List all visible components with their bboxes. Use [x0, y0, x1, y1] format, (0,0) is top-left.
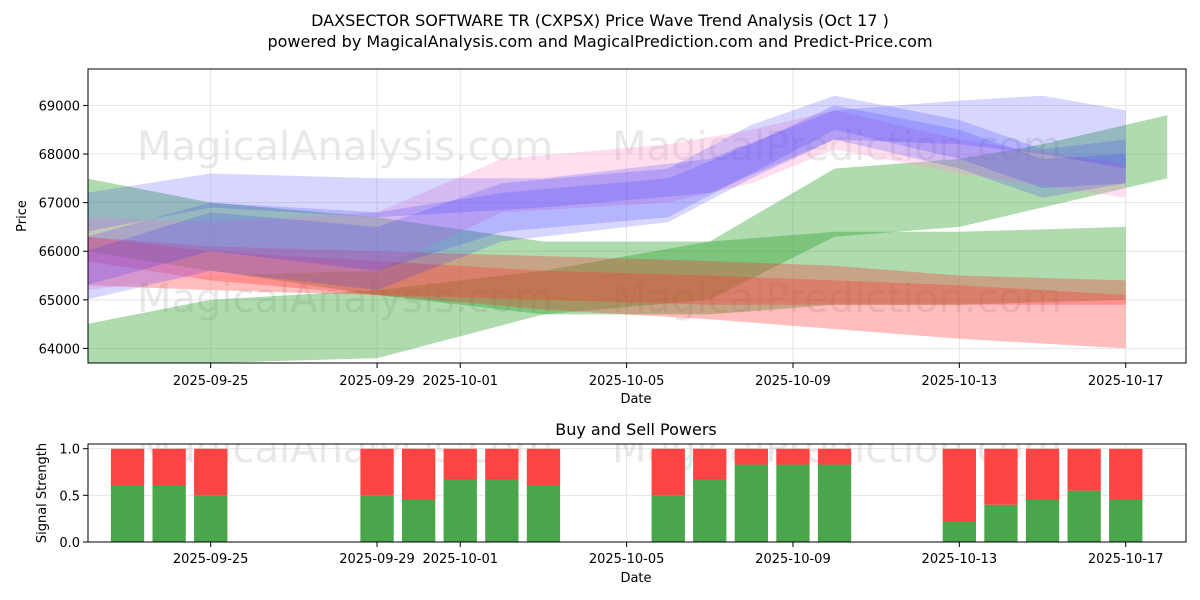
- price-x-tick-label: 2025-10-13: [922, 374, 998, 389]
- power-x-tick-label: 2025-10-13: [922, 552, 998, 567]
- buy-bar: [651, 495, 685, 542]
- power-x-tick-label: 2025-10-05: [589, 552, 665, 567]
- buy-bar: [110, 486, 145, 542]
- watermark-prediction-top: MagicalPrediction.com: [612, 124, 1062, 170]
- sell-bar: [984, 448, 1018, 505]
- wave-band-red: [88, 236, 1126, 349]
- power-x-tick-label: 2025-10-09: [755, 552, 831, 567]
- power-y-label: Signal Strength: [35, 443, 50, 543]
- price-x-tick-label: 2025-10-01: [422, 374, 498, 389]
- power-y-tick-label: 0.5: [59, 489, 80, 504]
- wave-band-blue: [88, 105, 1126, 285]
- wave-band-green: [88, 115, 1168, 363]
- power-x-tick-label: 2025-10-01: [422, 552, 498, 567]
- buy-bar: [942, 521, 976, 542]
- price-y-tick-label: 65000: [39, 294, 80, 309]
- buy-bar: [693, 479, 727, 542]
- wave-band-red: [88, 236, 1126, 305]
- sell-bar: [194, 448, 228, 496]
- buy-bar: [984, 504, 1018, 542]
- sell-bar: [152, 448, 186, 486]
- price-y-tick-label: 68000: [39, 148, 80, 163]
- price-x-tick-label: 2025-10-09: [755, 374, 831, 389]
- power-x-tick-label: 2025-09-29: [339, 552, 415, 567]
- sell-bar: [526, 448, 561, 486]
- buy-bar: [1025, 500, 1060, 542]
- sell-bar: [485, 448, 519, 480]
- price-y-ticks: 64000 65000 66000 67000 68000 69000: [39, 99, 88, 357]
- wave-band-blue: [88, 95, 1126, 300]
- sell-bar: [817, 448, 852, 465]
- power-plot-frame: [87, 443, 1187, 543]
- power-x-tick-label: 2025-10-17: [1088, 552, 1164, 567]
- power-chart-title: Buy and Sell Powers: [555, 420, 717, 439]
- power-y-tick-label: 1.0: [59, 443, 80, 458]
- buy-bar: [776, 464, 810, 542]
- buy-bar: [734, 464, 768, 542]
- sell-bar: [110, 448, 145, 486]
- power-y-tick-label: 0.0: [59, 536, 80, 551]
- chart-subtitle: powered by MagicalAnalysis.com and Magic…: [267, 32, 932, 51]
- power-x-tick-label: 2025-09-25: [173, 552, 249, 567]
- buy-bar: [485, 479, 519, 542]
- price-x-tick-label: 2025-09-29: [339, 374, 415, 389]
- buy-bar: [194, 495, 228, 542]
- power-x-label: Date: [620, 571, 651, 586]
- price-plot-area: [88, 69, 1186, 363]
- sell-bar: [1025, 448, 1060, 500]
- price-y-label: Price: [15, 200, 30, 232]
- price-plot-frame: [87, 68, 1187, 364]
- sell-bar: [360, 448, 394, 496]
- watermark-analysis-top: MagicalAnalysis.com: [137, 124, 553, 170]
- buy-bar: [152, 486, 186, 542]
- price-x-ticks: 2025-09-25 2025-09-29 2025-10-01 2025-10-05…: [173, 363, 1164, 389]
- watermark-analysis-bottom: MagicalAnalysis.com: [137, 276, 553, 322]
- power-y-ticks: 0.0 0.5 1.0: [59, 443, 88, 551]
- wave-band-green: [88, 178, 1126, 315]
- buy-bar: [817, 464, 852, 542]
- price-chart: MagicalAnalysis.com MagicalPrediction.co…: [15, 68, 1187, 407]
- price-x-tick-label: 2025-09-25: [173, 374, 249, 389]
- sell-bar: [1109, 448, 1143, 500]
- sell-bar: [693, 448, 727, 480]
- sell-bar: [776, 448, 810, 465]
- buy-bar: [443, 479, 477, 542]
- power-bars: [110, 448, 1143, 542]
- power-x-ticks: 2025-09-25 2025-09-29 2025-10-01 2025-10-05…: [173, 542, 1164, 567]
- buy-bar: [402, 500, 436, 542]
- buy-bar: [1067, 490, 1101, 542]
- price-y-tick-label: 69000: [39, 99, 80, 114]
- sell-bar: [942, 448, 976, 522]
- chart-title: DAXSECTOR SOFTWARE TR (CXPSX) Price Wave…: [311, 11, 889, 30]
- buy-bar: [360, 495, 394, 542]
- price-y-tick-label: 64000: [39, 342, 80, 357]
- price-grid: [88, 69, 1186, 363]
- price-x-tick-label: 2025-10-17: [1088, 374, 1164, 389]
- wave-band-blue: [88, 95, 1126, 232]
- sell-bar: [1067, 448, 1101, 491]
- power-chart: Buy and Sell Powers MagicalAnalysis.com …: [35, 420, 1187, 586]
- sell-bar: [443, 448, 477, 480]
- sell-bar: [402, 448, 436, 500]
- price-y-tick-label: 66000: [39, 245, 80, 260]
- buy-bar: [526, 486, 561, 542]
- sell-bar: [734, 448, 768, 465]
- price-x-label: Date: [620, 392, 651, 407]
- price-x-tick-label: 2025-10-05: [589, 374, 665, 389]
- wave-bands: [88, 95, 1168, 363]
- wave-band-pink: [88, 110, 1126, 290]
- sell-bar: [651, 448, 685, 496]
- buy-bar: [1109, 500, 1143, 542]
- watermark-prediction-bottom: MagicalPrediction.com: [612, 276, 1062, 322]
- price-y-tick-label: 67000: [39, 197, 80, 212]
